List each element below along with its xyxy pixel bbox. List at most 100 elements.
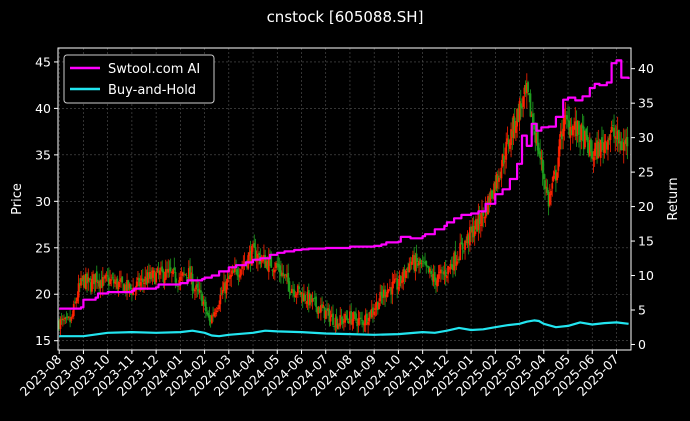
candle-body	[479, 224, 482, 226]
candle-body	[512, 116, 515, 139]
candle-body	[290, 288, 293, 294]
candle-body	[559, 131, 562, 137]
candle-body	[554, 169, 557, 181]
candle-body	[564, 115, 567, 117]
candle-body	[391, 281, 394, 295]
candle-body	[516, 108, 519, 127]
candle-body	[433, 272, 436, 281]
candle-body	[601, 137, 603, 143]
candle-body	[582, 126, 585, 150]
candle-body	[442, 272, 445, 274]
candle-body	[329, 316, 332, 322]
candle-body	[491, 197, 494, 199]
candle-body	[91, 278, 93, 292]
candle-body	[231, 270, 234, 274]
candle-body	[277, 263, 280, 268]
legend-label-strategy: Swtool.com AI	[108, 62, 200, 77]
candle-body	[197, 288, 200, 292]
candle-body	[502, 155, 505, 164]
candle-body	[258, 252, 260, 256]
candle-body	[342, 320, 345, 322]
candle-body	[118, 279, 121, 281]
candle-body	[581, 125, 584, 129]
legend-label-buyhold: Buy-and-Hold	[108, 83, 196, 98]
candle-body	[586, 135, 589, 143]
candle-body	[112, 279, 115, 284]
candle-body	[425, 261, 428, 267]
candle-body	[498, 177, 500, 182]
candle-body	[542, 173, 545, 180]
candle-body	[515, 126, 517, 133]
candle-body	[387, 289, 390, 292]
candle-body	[385, 294, 388, 297]
candle-body	[621, 149, 624, 150]
candle-body	[103, 277, 105, 279]
candle-body	[116, 278, 119, 289]
candle-body	[403, 269, 406, 278]
candle-body	[260, 259, 263, 262]
candle-body	[137, 277, 139, 281]
candle-body	[281, 272, 284, 276]
candle-body	[432, 273, 435, 282]
candle-body	[375, 301, 378, 309]
candle-body	[340, 316, 343, 320]
candle-body	[305, 302, 308, 304]
candle-body	[544, 180, 546, 190]
candle-body	[267, 257, 270, 273]
candle-body	[597, 141, 600, 158]
candle-body	[334, 317, 337, 326]
candle-body	[439, 269, 442, 274]
candle-body	[562, 128, 565, 137]
candle-body	[212, 314, 214, 316]
candle-body	[322, 305, 325, 309]
candle-body	[210, 315, 213, 324]
left-tick-label: 30	[35, 194, 51, 209]
candle-body	[355, 313, 357, 321]
candle-body	[356, 322, 359, 327]
candle-body	[380, 291, 383, 296]
candle-body	[87, 277, 90, 282]
candle-body	[424, 262, 426, 263]
candle-body	[310, 295, 313, 303]
candle-body	[82, 275, 85, 280]
candle-body	[286, 274, 288, 278]
candle-body	[448, 267, 451, 269]
candle-body	[374, 308, 377, 310]
candle-body	[80, 278, 82, 286]
candle-body	[238, 274, 241, 278]
candle-body	[147, 272, 150, 278]
candle-body	[499, 175, 502, 177]
candle-body	[144, 276, 147, 282]
candle-body	[151, 270, 154, 278]
candle-body	[429, 268, 431, 273]
candle-body	[393, 278, 396, 283]
candle-body	[399, 275, 402, 283]
candle-body	[65, 317, 68, 319]
candle-body	[333, 326, 336, 327]
candle-body	[141, 278, 144, 283]
candle-body	[312, 298, 315, 299]
candle-body	[449, 263, 452, 270]
candle-body	[376, 301, 379, 311]
candle-body	[313, 297, 316, 299]
candle-body	[347, 321, 350, 324]
candle-body	[407, 266, 409, 273]
candle-body	[177, 286, 179, 287]
candle-body	[455, 261, 458, 266]
candle-body	[318, 307, 321, 313]
candle-body	[619, 141, 621, 143]
candle-body	[226, 278, 229, 283]
candle-body	[596, 140, 598, 159]
candle-body	[170, 272, 173, 274]
candle-body	[604, 140, 607, 143]
candle-body	[266, 260, 269, 270]
candle-body	[207, 313, 210, 316]
candle-body	[115, 279, 118, 285]
right-tick-label: 15	[638, 234, 654, 249]
candle-body	[200, 290, 202, 293]
candle-body	[576, 120, 579, 134]
candle-body	[241, 266, 244, 269]
candle-body	[379, 291, 382, 302]
candle-body	[107, 277, 110, 286]
candle-body	[419, 258, 422, 265]
